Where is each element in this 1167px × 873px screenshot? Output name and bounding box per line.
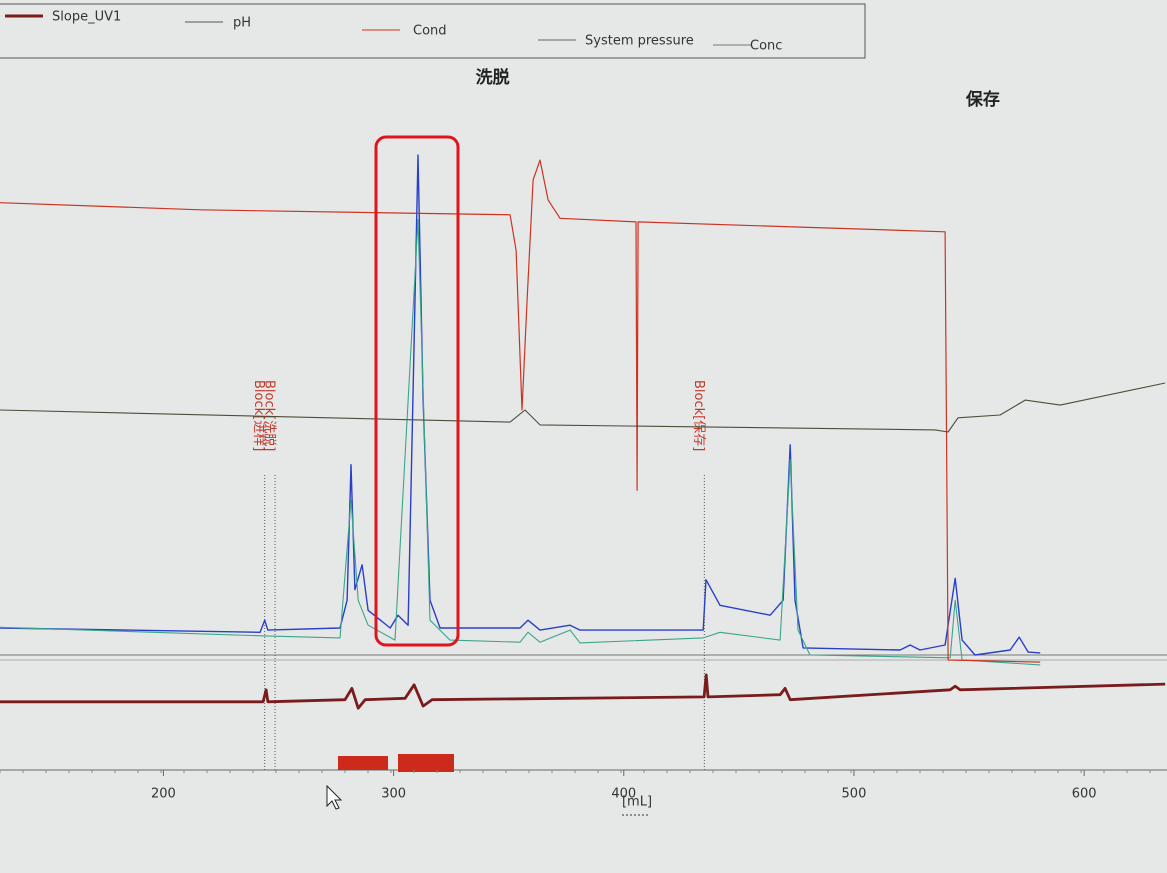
x-tick-label: 400 xyxy=(611,787,636,802)
x-axis-label: [mL] xyxy=(622,795,652,810)
x-tick-label: 300 xyxy=(381,787,406,802)
highlight-box xyxy=(374,135,460,647)
trace xyxy=(0,159,1041,663)
legend-label: System pressure xyxy=(585,34,694,49)
trace xyxy=(0,382,1166,433)
trace xyxy=(0,219,1041,666)
block-label: Block[保存] xyxy=(691,380,706,451)
stage-label: 洗脱 xyxy=(476,67,510,88)
legend-label: Slope_UV1 xyxy=(52,10,121,25)
legend-label: pH xyxy=(233,16,251,31)
x-tick-label: 600 xyxy=(1072,787,1097,802)
x-tick-label: 500 xyxy=(842,787,867,802)
trace xyxy=(0,673,1166,710)
legend-box xyxy=(0,3,866,59)
block-label: Block[洗脱] xyxy=(262,380,277,451)
fraction-mark xyxy=(398,754,454,772)
fraction-marks xyxy=(338,754,454,772)
legend-label: Conc xyxy=(750,39,782,54)
cursor xyxy=(326,784,343,810)
x-tick-label: 200 xyxy=(151,787,176,802)
stage-label: 保存 xyxy=(965,89,1000,110)
fraction-mark xyxy=(338,756,388,770)
trace xyxy=(0,154,1041,656)
legend-label: Cond xyxy=(413,24,447,39)
